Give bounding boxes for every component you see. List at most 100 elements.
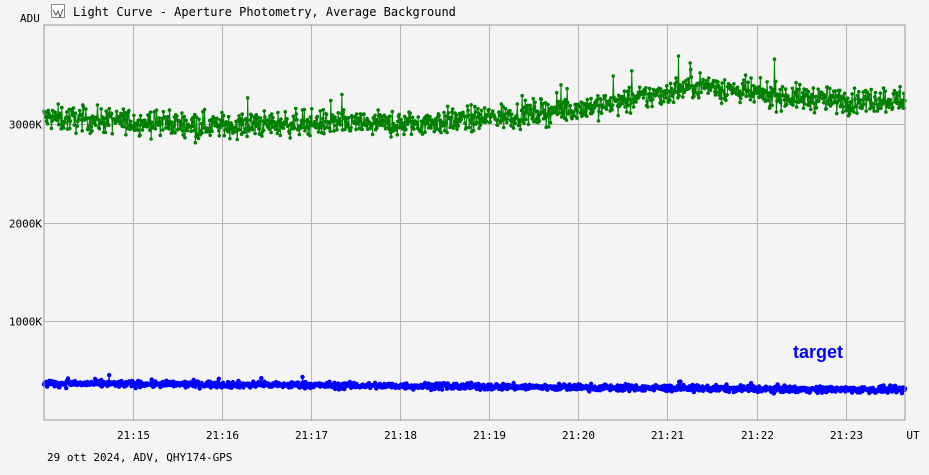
data-point (738, 100, 742, 105)
data-point (853, 97, 857, 101)
data-point (258, 119, 262, 124)
data-point (444, 114, 448, 118)
data-point (292, 125, 297, 130)
data-point (196, 136, 201, 141)
data-point (671, 100, 676, 105)
data-point (802, 102, 807, 106)
data-point (546, 102, 550, 107)
data-point (752, 100, 756, 104)
x-tick-label: 21:15 (117, 429, 150, 442)
data-point (902, 106, 907, 110)
data-point (464, 125, 469, 130)
data-point (193, 140, 198, 145)
data-point (454, 113, 459, 117)
data-point (692, 94, 696, 99)
data-point (360, 127, 365, 132)
data-point (786, 94, 790, 98)
data-point (624, 99, 628, 104)
data-point (623, 105, 627, 109)
data-point (371, 116, 376, 120)
data-point (847, 112, 852, 116)
data-point (519, 108, 524, 113)
data-point (629, 101, 633, 105)
data-point (215, 116, 219, 121)
data-point (164, 122, 169, 126)
x-tick-label: 21:22 (741, 429, 774, 442)
data-point (446, 111, 451, 115)
data-point (124, 117, 129, 122)
data-point (488, 120, 493, 124)
data-point (276, 110, 280, 115)
data-point (233, 129, 237, 134)
data-point (780, 84, 785, 89)
data-point (228, 136, 232, 141)
data-point (266, 117, 271, 122)
data-point (268, 120, 273, 124)
data-point (210, 129, 214, 133)
data-point (302, 107, 307, 112)
data-point (897, 106, 901, 110)
data-point (95, 103, 100, 107)
data-point (526, 122, 531, 127)
data-point (138, 133, 142, 137)
data-point (102, 116, 107, 121)
chart-app-icon[interactable] (51, 4, 65, 19)
data-point (428, 114, 432, 119)
data-point (749, 76, 753, 80)
data-point (532, 120, 536, 124)
data-point (103, 130, 108, 135)
data-point (661, 99, 666, 104)
data-point (135, 128, 140, 132)
data-point (765, 80, 769, 84)
data-point (793, 99, 797, 104)
data-point (222, 133, 227, 138)
data-point (800, 95, 804, 100)
data-point (44, 115, 48, 119)
data-point (402, 132, 406, 137)
data-point (616, 113, 620, 118)
data-point (214, 385, 220, 390)
data-point (401, 121, 406, 126)
x-tick-label: 21:17 (295, 429, 328, 442)
data-point (865, 90, 870, 95)
data-point (426, 119, 430, 123)
data-point (468, 120, 473, 125)
data-point (817, 99, 821, 103)
data-point (301, 121, 306, 125)
data-point (263, 115, 267, 119)
data-point (293, 106, 298, 111)
data-point (273, 127, 278, 131)
data-point (774, 79, 778, 84)
x-axis-label: UT (906, 429, 920, 442)
data-point (399, 117, 403, 122)
data-point (807, 103, 812, 108)
data-point (107, 106, 111, 111)
data-point (568, 103, 572, 108)
data-point (346, 116, 351, 120)
data-point (283, 110, 288, 114)
data-point (809, 107, 813, 112)
data-point (588, 381, 594, 386)
data-point (645, 99, 649, 103)
data-point (889, 101, 894, 106)
data-point (444, 121, 449, 126)
data-point (833, 89, 838, 93)
data-point (348, 128, 353, 133)
data-point (645, 105, 650, 109)
data-point (721, 89, 726, 94)
data-point (135, 123, 139, 127)
data-point (442, 110, 446, 115)
data-point (201, 121, 206, 126)
data-point (396, 119, 400, 124)
data-point (395, 133, 400, 137)
data-point (485, 114, 490, 118)
data-point (315, 114, 320, 119)
data-point (397, 112, 401, 117)
data-point (881, 86, 886, 90)
data-point (474, 120, 479, 125)
data-point (161, 128, 165, 132)
data-point (514, 114, 519, 118)
data-point (599, 97, 603, 102)
x-tick-label: 21:16 (206, 429, 239, 442)
data-point (898, 84, 902, 89)
